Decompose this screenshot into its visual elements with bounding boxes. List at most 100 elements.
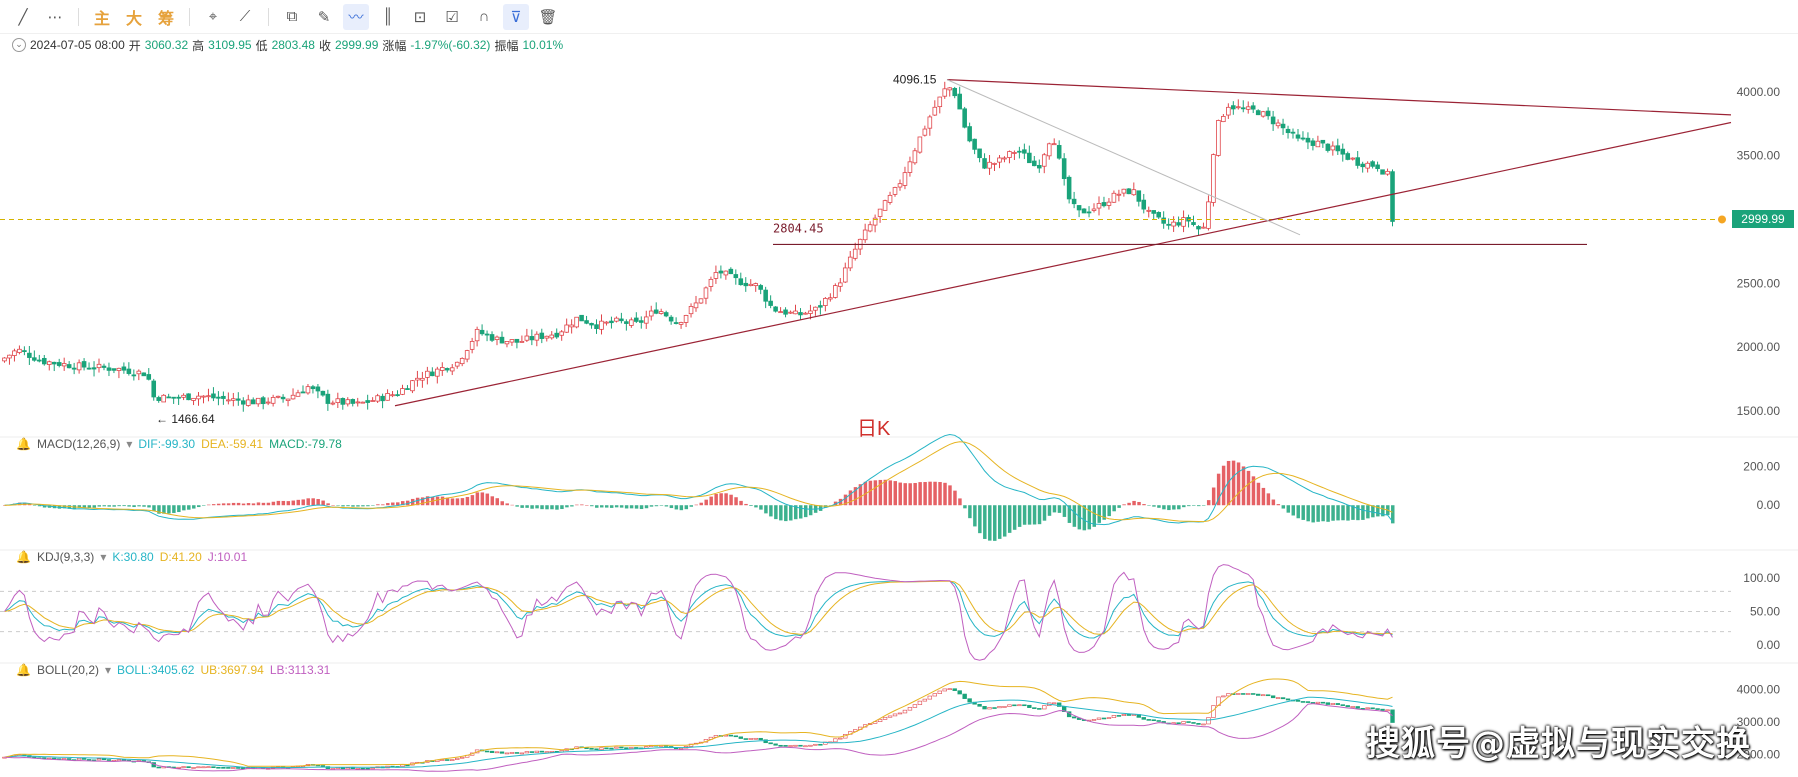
candle-body <box>579 314 584 322</box>
macd-bar <box>1341 505 1345 521</box>
chevron-down-icon[interactable]: ▾ <box>100 550 107 564</box>
candle-body <box>1161 217 1166 224</box>
boll-candle <box>1320 701 1326 704</box>
candle-icon[interactable]: ║ <box>382 8 394 25</box>
lock-icon[interactable]: ⊡ <box>413 8 427 26</box>
candle-body <box>917 136 923 153</box>
kdj-y-tick: 0.00 <box>1757 638 1781 652</box>
boll-candle <box>1246 693 1251 695</box>
candle-body <box>798 312 803 316</box>
candle-body <box>1365 162 1370 169</box>
boll-candle <box>992 707 997 709</box>
macd-bar <box>1316 505 1320 522</box>
macd-bar <box>1306 505 1310 522</box>
macd-bar <box>450 498 455 506</box>
macd-bar <box>1231 460 1236 506</box>
macd-bar <box>1007 505 1012 533</box>
macd-bar <box>381 504 385 506</box>
edit-icon[interactable]: ☑ <box>445 8 459 26</box>
bell-icon[interactable]: 🔔 <box>16 437 31 451</box>
boll-candle <box>833 738 838 743</box>
filter-icon[interactable]: ⊽ <box>503 3 529 30</box>
boll-candle <box>519 752 525 755</box>
boll-candle <box>1171 722 1176 725</box>
macd-y-tick: 0.00 <box>1757 498 1781 512</box>
macd-bar <box>1192 505 1196 506</box>
candle-body <box>375 395 380 402</box>
candle-body <box>479 329 485 335</box>
candle-body <box>534 333 540 341</box>
candle-body <box>260 397 266 405</box>
macd-bar <box>1092 505 1096 527</box>
candle-body <box>1300 137 1306 140</box>
boll-candle <box>922 698 928 702</box>
kdj-d: D:41.20 <box>159 550 202 564</box>
copy-icon[interactable]: ⧉ <box>286 8 298 25</box>
toolbar-button-3[interactable]: 大 <box>125 10 142 28</box>
macd-header[interactable]: 🔔 MACD(12,26,9) ▾ DIF:-99.30 DEA:-59.41 … <box>16 437 342 451</box>
macd-bar <box>1246 470 1251 506</box>
macd-bar <box>769 505 773 517</box>
boll-candle <box>728 734 734 737</box>
candle-body <box>27 352 32 358</box>
candle-body <box>668 316 674 322</box>
open-value: 3060.32 <box>144 38 189 52</box>
boll-candle <box>494 751 500 754</box>
settings-icon[interactable]: ⌄ <box>12 38 26 52</box>
main-y-tick: 3500.00 <box>1737 149 1781 163</box>
boll-candle <box>400 764 405 767</box>
boll-candle <box>1116 715 1122 717</box>
candle-body <box>519 340 525 343</box>
chevron-down-icon[interactable]: ▾ <box>126 437 133 451</box>
more-icon[interactable]: ⋯ <box>47 8 63 26</box>
candle-body <box>619 318 624 322</box>
macd-bar <box>963 505 967 509</box>
trash-icon[interactable]: 🗑 <box>538 8 558 26</box>
boll-candle <box>1385 709 1390 712</box>
boll-mid: BOLL:3405.62 <box>117 663 195 677</box>
boll-candle <box>1315 701 1321 704</box>
trend-line-icon[interactable]: ╱ <box>18 8 28 26</box>
bell-icon[interactable]: 🔔 <box>16 663 31 677</box>
macd-bar <box>794 505 798 520</box>
boll-candle <box>773 743 778 746</box>
macd-bar <box>1107 505 1111 517</box>
macd-bar <box>724 493 728 506</box>
boll-candle <box>156 766 161 769</box>
boll-header[interactable]: 🔔 BOLL(20,2) ▾ BOLL:3405.62 UB:3697.94 L… <box>16 663 330 677</box>
macd-bar <box>1221 465 1226 506</box>
crosshair-icon[interactable]: ⌖ <box>208 8 218 25</box>
magnet-icon[interactable]: ∩ <box>478 8 490 25</box>
candle-body <box>967 126 972 142</box>
candle-body <box>32 357 37 361</box>
candle-body <box>643 316 649 324</box>
candle-body <box>290 394 296 400</box>
boll-candle <box>927 695 933 700</box>
boll-candle <box>1071 716 1077 719</box>
toolbar-button-2[interactable]: 主 <box>93 10 110 28</box>
macd-bar <box>749 505 753 506</box>
kdj-header[interactable]: 🔔 KDJ(9,3,3) ▾ K:30.80 D:41.20 J:10.01 <box>16 550 247 564</box>
boll-candle <box>1141 717 1146 720</box>
macd-bar <box>634 505 639 509</box>
bell-icon[interactable]: 🔔 <box>16 550 31 564</box>
ruler-icon[interactable]: ✎ <box>317 8 331 26</box>
macd-bar <box>37 505 42 507</box>
measure-icon[interactable]: ⟋ <box>239 8 251 25</box>
boll-candle <box>116 759 122 762</box>
toolbar-button-4[interactable]: 筹 <box>157 10 174 28</box>
candle-body <box>544 335 550 339</box>
candle-body <box>1370 161 1375 167</box>
boll-candle <box>952 688 957 691</box>
boll-candle <box>499 751 505 754</box>
candle-body <box>509 339 515 343</box>
macd-bar <box>1266 493 1271 506</box>
candle-body <box>106 367 112 371</box>
chevron-down-icon[interactable]: ▾ <box>105 663 112 677</box>
draw-icon[interactable]: 〰 <box>343 3 369 30</box>
candle-body <box>708 278 714 287</box>
boll-candle <box>614 746 619 749</box>
candle-body <box>1211 154 1216 203</box>
macd-bar <box>97 505 101 507</box>
